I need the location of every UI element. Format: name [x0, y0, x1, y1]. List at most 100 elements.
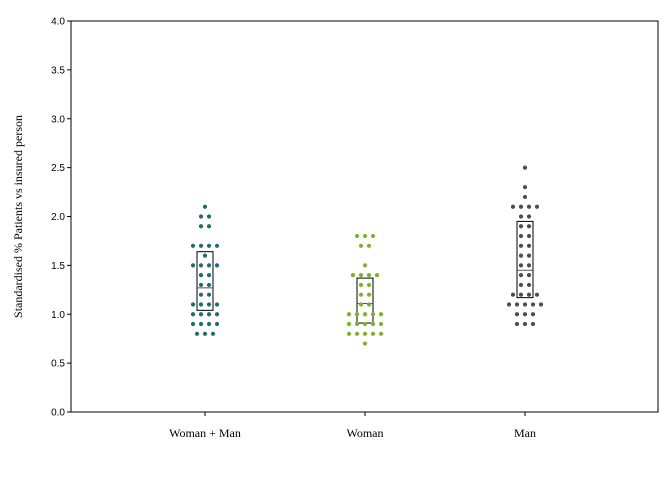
- data-point: [354, 331, 360, 336]
- y-axis: 0.0 0.5 1.0 1.5 2.0 2.5 3.0 3.5 4.0: [51, 17, 71, 419]
- data-point: [198, 292, 204, 297]
- data-point: [518, 224, 524, 229]
- data-point: [370, 312, 376, 317]
- data-point: [206, 273, 212, 278]
- data-point: [350, 273, 356, 278]
- y-tick-label: 1.0: [51, 310, 65, 321]
- data-point: [526, 273, 532, 278]
- data-point: [366, 282, 372, 288]
- data-point: [518, 204, 524, 209]
- data-point: [370, 331, 376, 336]
- data-point: [514, 312, 520, 317]
- data-point: [198, 214, 204, 219]
- data-point: [358, 282, 364, 288]
- data-point: [518, 214, 524, 219]
- data-point: [526, 253, 532, 258]
- data-point: [206, 243, 212, 248]
- data-point: [510, 204, 516, 209]
- data-point: [366, 292, 372, 297]
- data-point: [346, 321, 352, 327]
- data-point: [358, 302, 364, 307]
- data-point: [346, 312, 352, 317]
- data-point: [370, 321, 376, 327]
- data-point: [198, 263, 204, 268]
- x-category-label: Man: [514, 426, 536, 440]
- data-point: [354, 233, 360, 239]
- data-point: [366, 243, 372, 248]
- data-point: [362, 321, 368, 327]
- data-point: [518, 263, 524, 268]
- data-point: [370, 233, 376, 239]
- data-point: [362, 233, 368, 239]
- y-tick-label: 3.0: [51, 114, 65, 125]
- data-point: [522, 312, 528, 317]
- data-point: [190, 263, 196, 268]
- iqr-box: [196, 251, 214, 311]
- data-point: [354, 321, 360, 327]
- data-point: [202, 204, 208, 209]
- data-point: [362, 263, 368, 268]
- data-point: [530, 321, 536, 327]
- y-tick-label: 2.5: [51, 163, 65, 174]
- x-category-label: Woman + Man: [169, 426, 241, 440]
- y-tick-label: 3.5: [51, 65, 65, 76]
- data-point: [506, 302, 512, 307]
- data-point: [358, 273, 364, 278]
- data-point: [202, 253, 208, 258]
- data-point: [214, 312, 220, 317]
- data-point: [198, 273, 204, 278]
- y-tick-label: 4.0: [51, 17, 65, 28]
- data-point: [198, 321, 204, 327]
- data-point: [366, 302, 372, 307]
- data-point: [526, 204, 532, 209]
- data-point: [190, 321, 196, 327]
- y-axis-title: Standardised % Patients vs insured perso…: [11, 115, 25, 318]
- data-point: [374, 273, 380, 278]
- data-point: [206, 302, 212, 307]
- data-point: [518, 282, 524, 288]
- data-point: [362, 312, 368, 317]
- data-point: [206, 282, 212, 288]
- y-tick-label: 0.0: [51, 408, 65, 419]
- plot-frame: [70, 20, 659, 413]
- data-point: [518, 273, 524, 278]
- data-point: [526, 292, 532, 297]
- data-point: [354, 312, 360, 317]
- data-point: [358, 243, 364, 248]
- data-point: [526, 263, 532, 268]
- dot-layer: [190, 165, 544, 346]
- data-point: [194, 331, 200, 336]
- data-point: [534, 204, 540, 209]
- data-point: [214, 302, 220, 307]
- data-point: [206, 224, 212, 229]
- data-point: [206, 214, 212, 219]
- data-point: [210, 331, 216, 336]
- data-point: [362, 331, 368, 336]
- data-point: [530, 302, 536, 307]
- data-point: [214, 321, 220, 327]
- data-point: [522, 194, 528, 200]
- data-point: [358, 292, 364, 297]
- data-point: [378, 312, 384, 317]
- data-point: [522, 165, 528, 170]
- data-point: [346, 331, 352, 336]
- data-point: [530, 312, 536, 317]
- data-point: [522, 302, 528, 307]
- data-point: [198, 282, 204, 288]
- data-point: [190, 302, 196, 307]
- data-point: [526, 224, 532, 229]
- data-point: [206, 263, 212, 268]
- data-point: [206, 292, 212, 297]
- data-point: [526, 282, 532, 288]
- data-point: [518, 292, 524, 297]
- data-point: [362, 341, 368, 346]
- data-point: [366, 273, 372, 278]
- data-point: [534, 292, 540, 297]
- y-tick-label: 2.0: [51, 212, 65, 223]
- data-point: [378, 321, 384, 327]
- data-point: [526, 214, 532, 219]
- data-point: [522, 321, 528, 327]
- data-point: [538, 302, 544, 307]
- y-tick-label: 0.5: [51, 359, 65, 370]
